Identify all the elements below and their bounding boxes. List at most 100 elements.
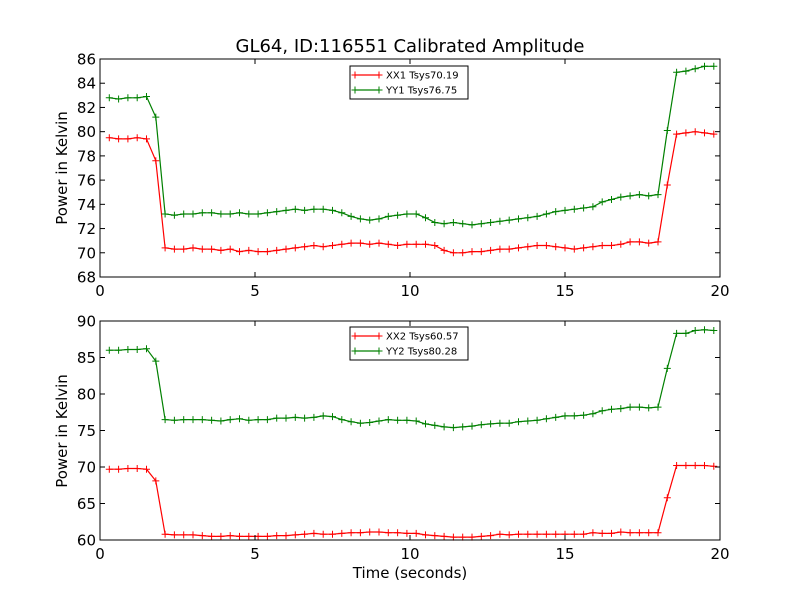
data-point-marker xyxy=(496,530,504,538)
data-point-marker xyxy=(152,113,160,121)
data-point-marker xyxy=(403,210,411,218)
data-point-marker xyxy=(422,531,429,539)
data-point-marker xyxy=(635,403,643,411)
data-point-marker xyxy=(440,423,448,431)
data-point-marker xyxy=(217,532,225,540)
data-point-marker xyxy=(347,529,355,537)
legend-marker xyxy=(351,71,383,79)
data-point-marker xyxy=(366,216,374,224)
data-point-marker xyxy=(198,532,206,540)
data-point-marker xyxy=(524,417,532,425)
data-point-marker xyxy=(105,134,113,142)
data-point-marker xyxy=(161,530,169,538)
data-point-marker xyxy=(515,530,522,538)
data-point-marker xyxy=(189,210,197,218)
legend-marker xyxy=(351,332,383,340)
data-point-marker xyxy=(301,530,309,538)
data-point-marker xyxy=(124,135,132,143)
data-point-marker xyxy=(477,532,485,540)
data-point-marker xyxy=(124,346,132,353)
data-point-marker xyxy=(533,530,541,538)
data-point-marker xyxy=(496,217,504,225)
data-point-marker xyxy=(524,214,532,222)
data-point-marker xyxy=(347,418,355,426)
data-point-marker xyxy=(542,415,550,423)
data-point-marker xyxy=(533,242,541,249)
data-point-marker xyxy=(682,329,690,337)
data-point-marker xyxy=(161,210,169,218)
data-point-marker xyxy=(282,414,290,422)
x-tick-label: 20 xyxy=(710,282,729,300)
data-point-marker xyxy=(626,238,634,246)
legend-label: YY1 Tsys76.75 xyxy=(385,86,457,97)
data-point-marker xyxy=(236,248,243,256)
data-point-marker xyxy=(645,192,653,200)
data-point-marker xyxy=(347,212,355,220)
data-point-marker xyxy=(431,242,439,249)
data-point-marker xyxy=(245,210,253,218)
data-point-marker xyxy=(449,533,457,541)
data-point-marker xyxy=(329,413,336,421)
data-point-marker xyxy=(580,530,588,538)
data-point-marker xyxy=(459,220,467,228)
data-point-marker xyxy=(366,419,374,426)
data-point-marker xyxy=(170,531,178,539)
data-point-marker xyxy=(449,424,457,432)
data-point-marker xyxy=(552,243,560,251)
data-point-marker xyxy=(496,245,504,253)
data-point-marker xyxy=(263,532,271,540)
data-point-marker xyxy=(384,529,392,537)
data-point-marker xyxy=(459,533,467,541)
data-point-marker xyxy=(403,529,411,537)
data-point-marker xyxy=(254,248,262,256)
data-point-marker xyxy=(663,181,671,189)
data-point-marker xyxy=(366,528,374,536)
y-tick-label: 68 xyxy=(77,269,96,287)
data-point-marker xyxy=(673,68,681,76)
data-point-marker xyxy=(245,532,253,540)
data-point-marker xyxy=(291,244,299,252)
data-point-marker xyxy=(422,420,429,428)
legend-marker xyxy=(351,86,383,94)
data-point-marker xyxy=(291,531,299,539)
data-point-marker xyxy=(254,532,262,540)
data-point-marker xyxy=(198,416,206,424)
data-point-marker xyxy=(236,532,243,540)
data-point-marker xyxy=(254,416,262,424)
data-point-marker xyxy=(180,531,188,539)
data-point-marker xyxy=(468,248,476,256)
data-point-marker xyxy=(645,239,653,247)
data-point-marker xyxy=(682,67,690,75)
data-point-marker xyxy=(589,529,597,537)
data-point-marker xyxy=(589,243,597,251)
data-point-marker xyxy=(431,532,439,540)
data-point-marker xyxy=(505,216,513,224)
data-point-marker xyxy=(570,530,578,538)
data-point-marker xyxy=(282,206,290,214)
data-point-marker xyxy=(487,420,495,428)
data-point-marker xyxy=(180,416,188,424)
data-point-marker xyxy=(431,421,439,429)
data-point-marker xyxy=(384,212,392,220)
data-point-marker xyxy=(552,530,560,538)
data-point-marker xyxy=(189,531,197,539)
data-point-marker xyxy=(654,191,662,199)
data-point-marker xyxy=(608,529,615,537)
data-point-marker xyxy=(143,135,150,143)
data-point-marker xyxy=(403,416,411,424)
data-point-marker xyxy=(208,532,216,540)
data-point-marker xyxy=(152,157,160,165)
data-point-marker xyxy=(449,219,457,226)
y-tick-label: 74 xyxy=(77,196,96,214)
data-point-marker xyxy=(226,416,234,424)
data-point-marker xyxy=(161,244,169,252)
data-point-marker xyxy=(440,532,448,540)
data-point-marker xyxy=(673,462,681,469)
data-point-marker xyxy=(105,465,113,473)
data-point-marker xyxy=(682,129,690,137)
data-point-marker xyxy=(580,411,588,419)
data-point-marker xyxy=(273,532,281,540)
data-point-marker xyxy=(645,404,653,412)
data-point-marker xyxy=(570,205,578,213)
data-point-marker xyxy=(133,134,141,142)
